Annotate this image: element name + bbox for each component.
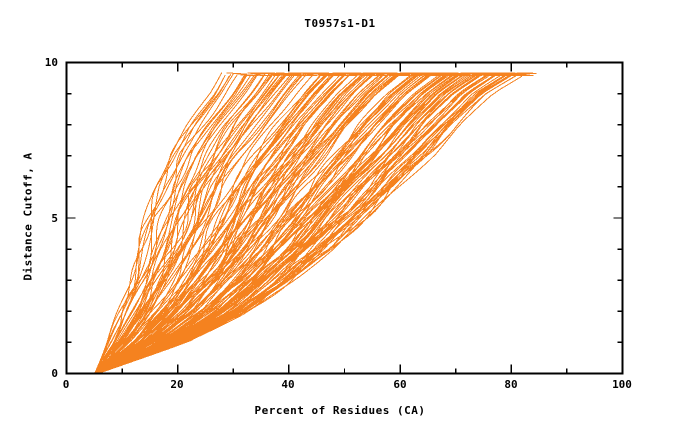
y-tick-label-10: 10 — [44, 56, 58, 69]
x-tick-label-40: 40 — [281, 378, 295, 391]
x-tick-label-60: 60 — [393, 378, 407, 391]
curve-bundle — [94, 72, 537, 373]
x-tick-label-20: 20 — [170, 378, 184, 391]
y-tick-label-0: 0 — [51, 367, 58, 380]
x-tick-label-0: 0 — [62, 378, 70, 391]
x-tick-label-80: 80 — [504, 378, 518, 391]
axes-frame — [65, 61, 624, 375]
x-axis-label: Percent of Residues (CA) — [254, 404, 426, 417]
x-tick-label-100: 100 — [612, 378, 632, 391]
y-tick-label-5: 5 — [51, 212, 58, 225]
chart-title: T0957s1-D1 — [304, 17, 376, 30]
